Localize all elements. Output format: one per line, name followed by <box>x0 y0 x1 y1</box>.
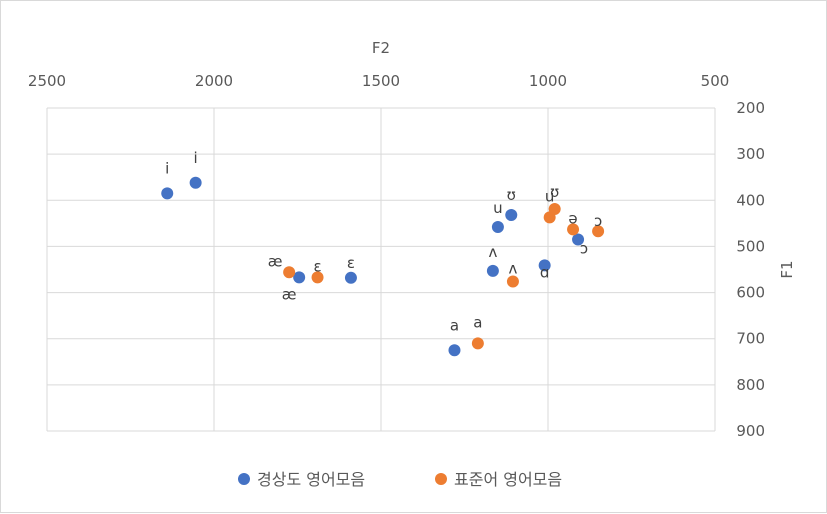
x-tick-label: 2500 <box>28 72 66 90</box>
data-label: ɔ <box>580 240 588 258</box>
y-tick-label: 200 <box>736 99 765 117</box>
y-axis-title: F1 <box>778 260 796 278</box>
data-label: ɛ <box>313 257 321 275</box>
x-tick-label: 500 <box>701 72 730 90</box>
data-label: ə <box>568 209 577 227</box>
y-tick-label: 400 <box>736 191 765 209</box>
data-point-gyeongsang <box>448 344 461 357</box>
y-tick-label: 700 <box>736 330 765 348</box>
data-label: u <box>545 187 555 205</box>
data-point-gyeongsang <box>505 209 518 222</box>
x-axis-title: F2 <box>372 39 390 57</box>
legend-marker-standard <box>435 473 447 485</box>
data-point-gyeongsang <box>486 264 499 277</box>
data-label: ʊ <box>550 183 559 201</box>
y-tick-label: 600 <box>736 284 765 302</box>
legend: 경상도 영어모음 표준어 영어모음 <box>238 470 562 489</box>
data-label: æ <box>282 285 297 303</box>
data-point-standard <box>506 275 519 288</box>
data-label: a <box>450 316 459 334</box>
y-tick-label: 500 <box>736 237 765 255</box>
data-point-standard <box>311 271 324 284</box>
data-point-standard <box>548 203 561 216</box>
data-label: ʌ <box>488 243 497 261</box>
data-point-standard <box>567 223 580 236</box>
y-tick-label: 900 <box>736 422 765 440</box>
x-tick-label: 1500 <box>362 72 400 90</box>
data-label: i <box>165 159 169 177</box>
data-label: i <box>194 149 198 167</box>
data-point-gyeongsang <box>344 271 357 284</box>
legend-label-gyeongsang: 경상도 영어모음 <box>257 470 365 489</box>
data-label: ʌ <box>508 259 517 277</box>
data-point-gyeongsang <box>538 259 551 272</box>
data-point-gyeongsang <box>161 187 174 200</box>
legend-marker-gyeongsang <box>238 473 250 485</box>
data-point-gyeongsang <box>491 221 504 234</box>
data-point-gyeongsang <box>572 233 585 246</box>
data-point-gyeongsang <box>189 176 202 189</box>
data-label: æ <box>268 252 283 270</box>
data-label: ʊ <box>507 186 516 204</box>
data-point-standard <box>471 337 484 350</box>
data-point-gyeongsang <box>293 271 306 284</box>
data-label: ɔ <box>594 212 602 230</box>
legend-label-standard: 표준어 영어모음 <box>454 470 562 489</box>
data-label: ɛ <box>347 254 355 272</box>
x-tick-label: 1000 <box>529 72 567 90</box>
data-label: a <box>473 313 482 331</box>
data-point-standard <box>592 225 605 238</box>
y-tick-label: 800 <box>736 376 765 394</box>
data-label: u <box>493 199 503 217</box>
y-tick-label: 300 <box>736 145 765 163</box>
data-point-standard <box>283 266 296 279</box>
x-tick-label: 2000 <box>195 72 233 90</box>
data-label: ɑ <box>540 263 550 281</box>
